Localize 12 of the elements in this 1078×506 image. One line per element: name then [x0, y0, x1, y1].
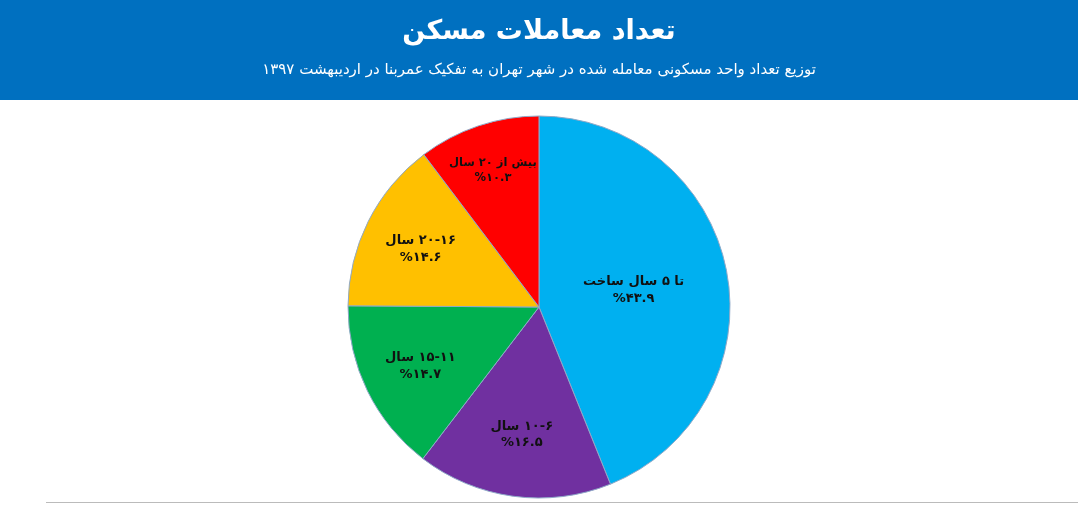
slice-label: تا ۵ سال ساخت: [583, 272, 685, 288]
data-label: %۱۴.۶: [399, 248, 442, 264]
slice-label: بیش از ۲۰ سال: [449, 155, 537, 170]
data-label: %۱۰.۳: [474, 170, 512, 185]
data-label: %۱۴.۷: [399, 366, 442, 382]
chart-title: تعداد معاملات مسکن: [401, 13, 677, 48]
slice-label: ۱۵-۱۱ سال: [385, 349, 456, 365]
chart-subtitle: توزیع تعداد واحد مسکونی معامله شده در شهر تهران به تفکیک عمربنا در اردیبهشت ۱۳۹۷: [261, 60, 817, 78]
slice-label: ۲۰-۱۶ سال: [385, 231, 456, 247]
data-label: %۱۶.۵: [500, 434, 543, 450]
slice-label: ۱۰-۶ سال: [490, 417, 554, 433]
data-label: %۴۳.۹: [612, 289, 655, 305]
